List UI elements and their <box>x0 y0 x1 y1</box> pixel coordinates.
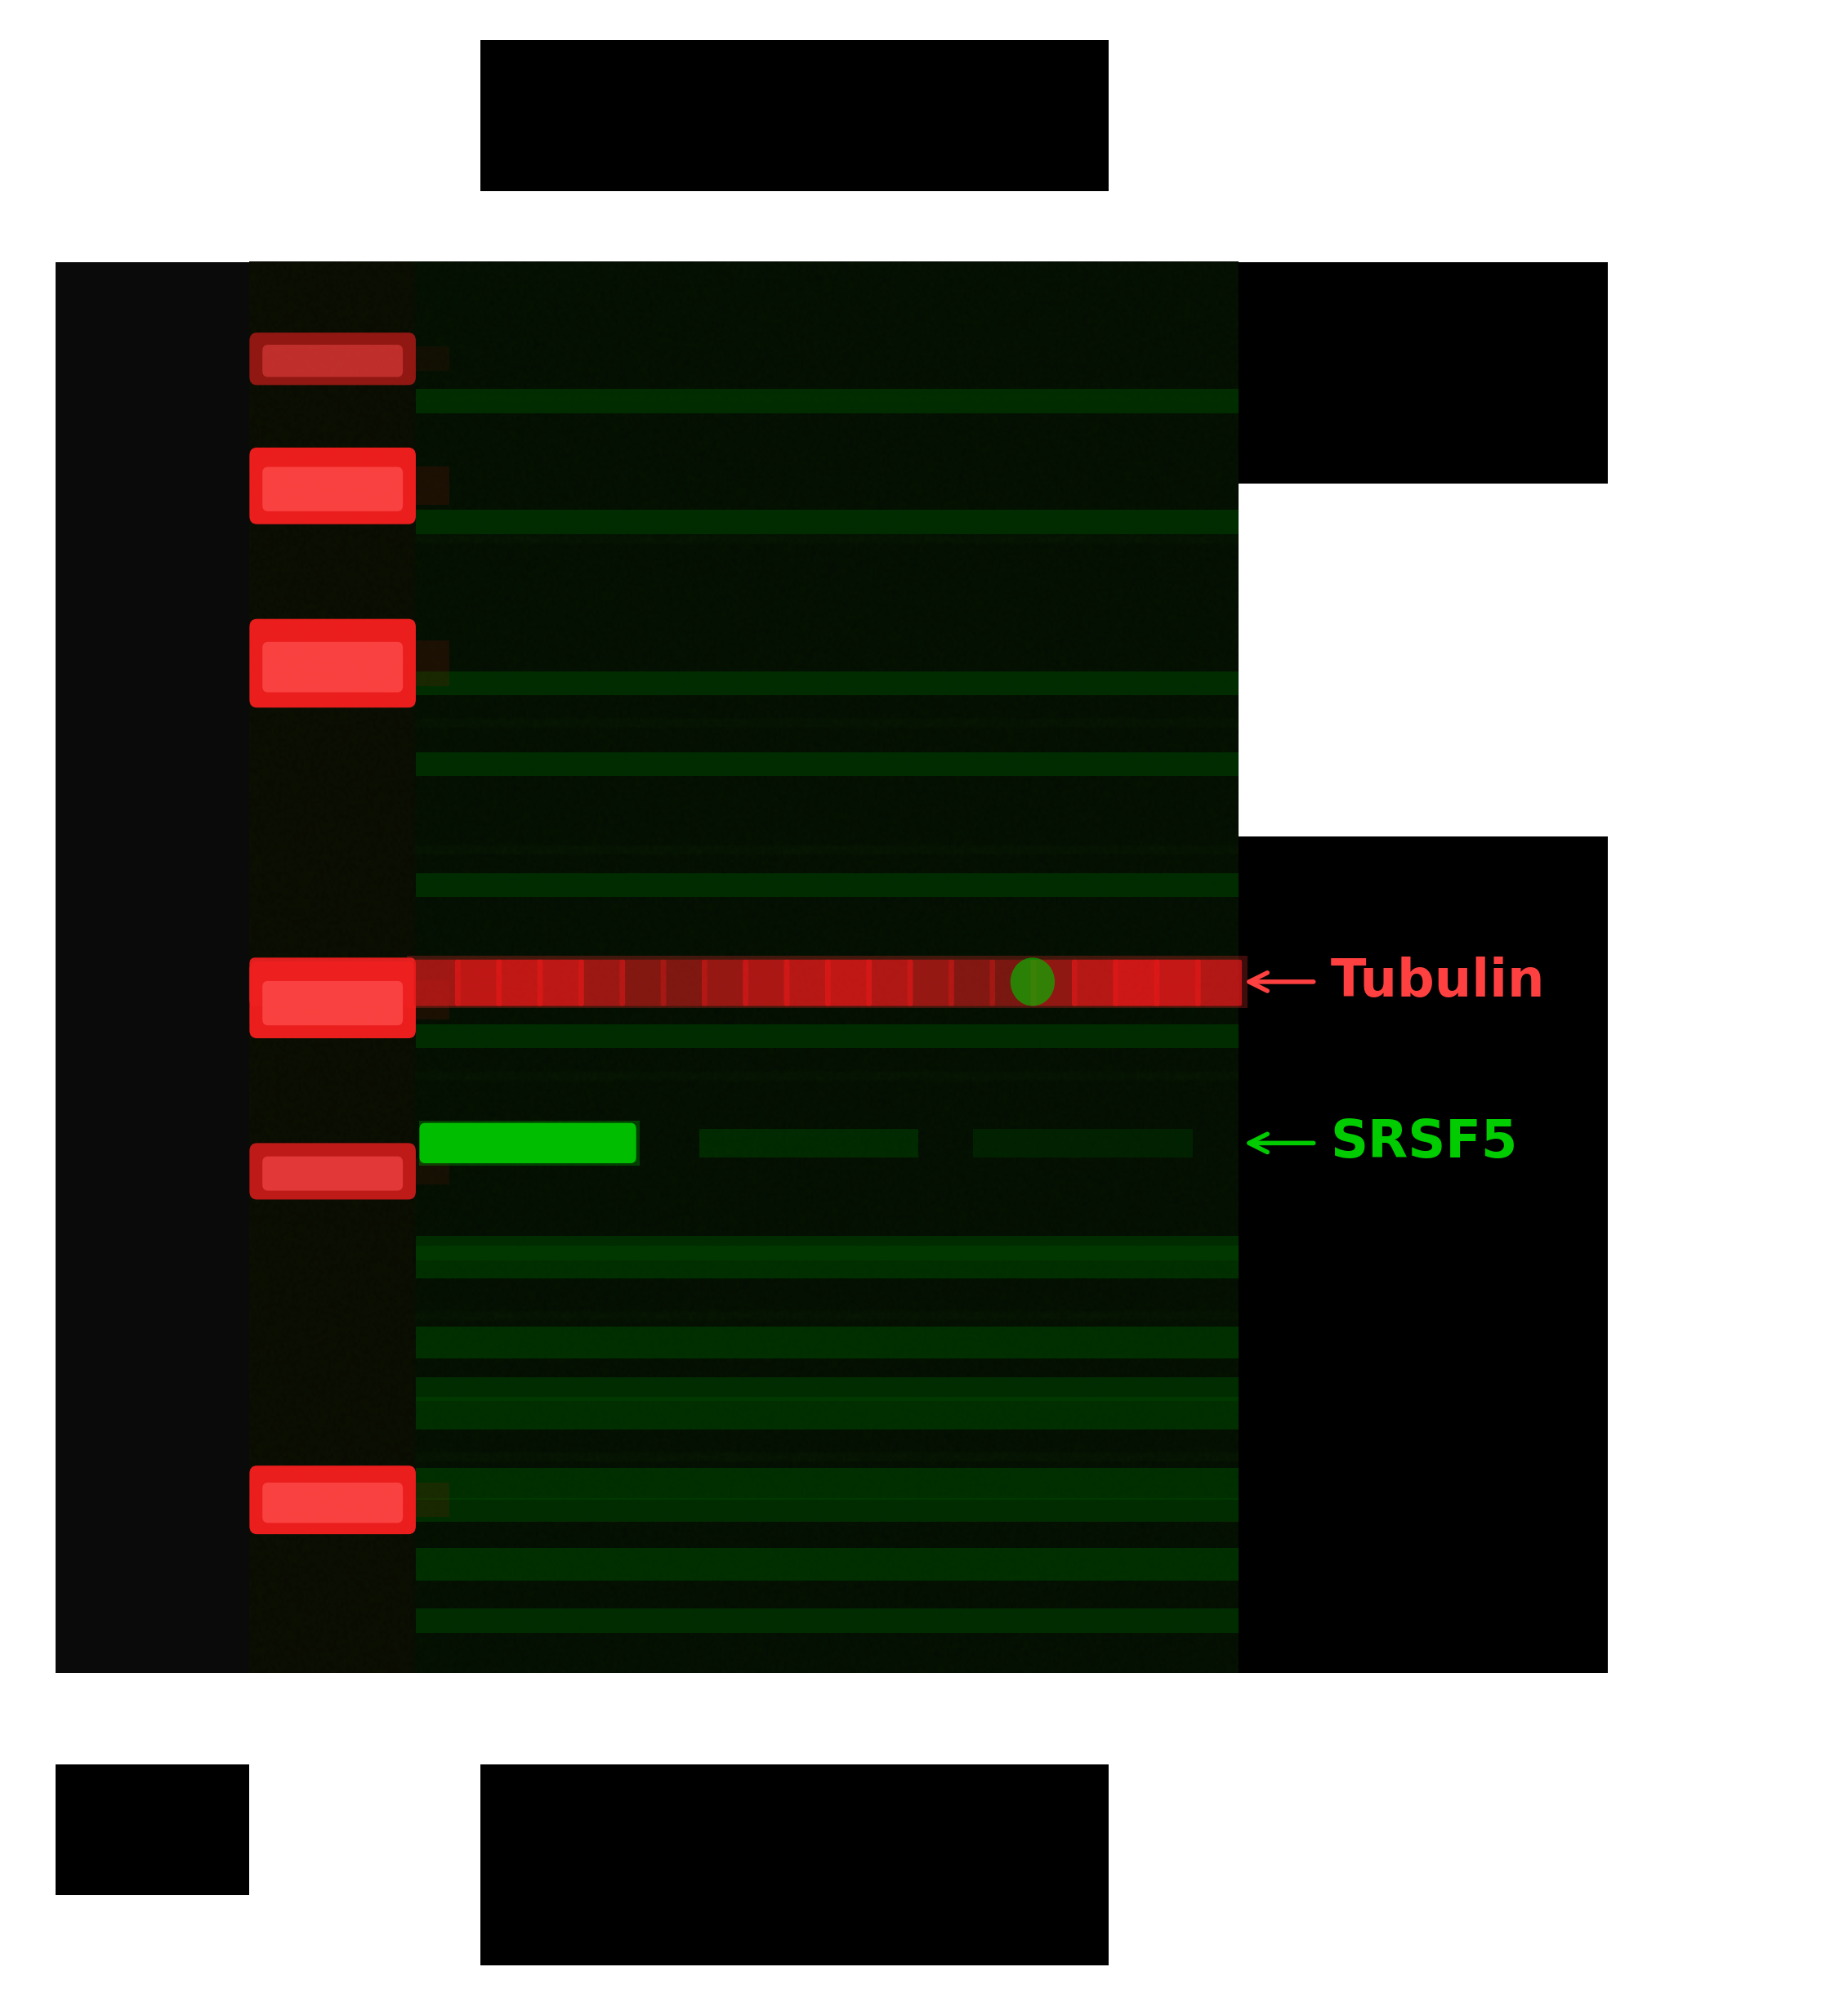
FancyBboxPatch shape <box>262 641 403 691</box>
Bar <box>416 1397 1238 1429</box>
FancyBboxPatch shape <box>619 960 665 1006</box>
FancyBboxPatch shape <box>824 960 872 1006</box>
FancyBboxPatch shape <box>262 982 403 1026</box>
Bar <box>416 1548 1238 1581</box>
Bar <box>416 1377 1238 1401</box>
FancyBboxPatch shape <box>262 1482 403 1522</box>
FancyBboxPatch shape <box>249 619 416 708</box>
Bar <box>55 1764 249 1895</box>
Bar <box>1238 262 1608 484</box>
FancyBboxPatch shape <box>414 960 460 1006</box>
FancyBboxPatch shape <box>419 1123 636 1163</box>
Bar <box>416 347 449 371</box>
Text: Tubulin: Tubulin <box>1331 956 1545 1008</box>
Bar <box>416 1327 1238 1359</box>
FancyBboxPatch shape <box>262 345 403 377</box>
FancyBboxPatch shape <box>249 1466 416 1534</box>
FancyBboxPatch shape <box>1072 960 1118 1006</box>
Bar <box>55 262 249 1673</box>
FancyBboxPatch shape <box>578 960 625 1006</box>
Bar <box>480 1764 1109 1966</box>
Bar <box>416 752 1238 776</box>
FancyBboxPatch shape <box>948 960 994 1006</box>
FancyBboxPatch shape <box>991 960 1037 1006</box>
FancyBboxPatch shape <box>702 960 748 1006</box>
Bar <box>416 389 1238 413</box>
Bar <box>416 641 449 685</box>
FancyBboxPatch shape <box>1196 960 1242 1006</box>
FancyBboxPatch shape <box>249 962 416 1038</box>
FancyBboxPatch shape <box>262 468 403 512</box>
FancyBboxPatch shape <box>249 448 416 524</box>
Bar <box>974 1129 1192 1157</box>
FancyBboxPatch shape <box>784 960 830 1006</box>
FancyBboxPatch shape <box>1031 960 1077 1006</box>
Bar <box>416 1024 1238 1048</box>
Circle shape <box>1011 958 1055 1006</box>
Bar <box>416 466 449 506</box>
Text: SRSF5: SRSF5 <box>1331 1117 1517 1169</box>
FancyBboxPatch shape <box>455 960 503 1006</box>
Bar <box>416 1236 1238 1260</box>
Bar <box>416 1468 1238 1500</box>
FancyBboxPatch shape <box>743 960 789 1006</box>
Bar <box>416 1157 449 1185</box>
Bar <box>480 40 1109 192</box>
Bar <box>416 1498 1238 1522</box>
Bar <box>416 980 449 1020</box>
FancyBboxPatch shape <box>249 1143 416 1200</box>
FancyBboxPatch shape <box>249 333 416 385</box>
Bar <box>419 1121 639 1165</box>
Bar <box>416 1609 1238 1633</box>
Bar <box>416 1484 449 1516</box>
FancyBboxPatch shape <box>262 1157 403 1191</box>
FancyBboxPatch shape <box>1112 960 1161 1006</box>
FancyBboxPatch shape <box>867 960 913 1006</box>
FancyBboxPatch shape <box>495 960 543 1006</box>
Bar <box>416 1246 1238 1278</box>
FancyBboxPatch shape <box>538 960 584 1006</box>
Bar <box>699 1129 918 1157</box>
FancyBboxPatch shape <box>249 958 416 1006</box>
Bar <box>416 510 1238 534</box>
FancyBboxPatch shape <box>1153 960 1201 1006</box>
FancyBboxPatch shape <box>907 960 954 1006</box>
Bar <box>416 873 1238 897</box>
Bar <box>1238 837 1608 1673</box>
Bar <box>407 956 1247 1008</box>
FancyBboxPatch shape <box>662 960 708 1006</box>
Bar <box>416 671 1238 696</box>
